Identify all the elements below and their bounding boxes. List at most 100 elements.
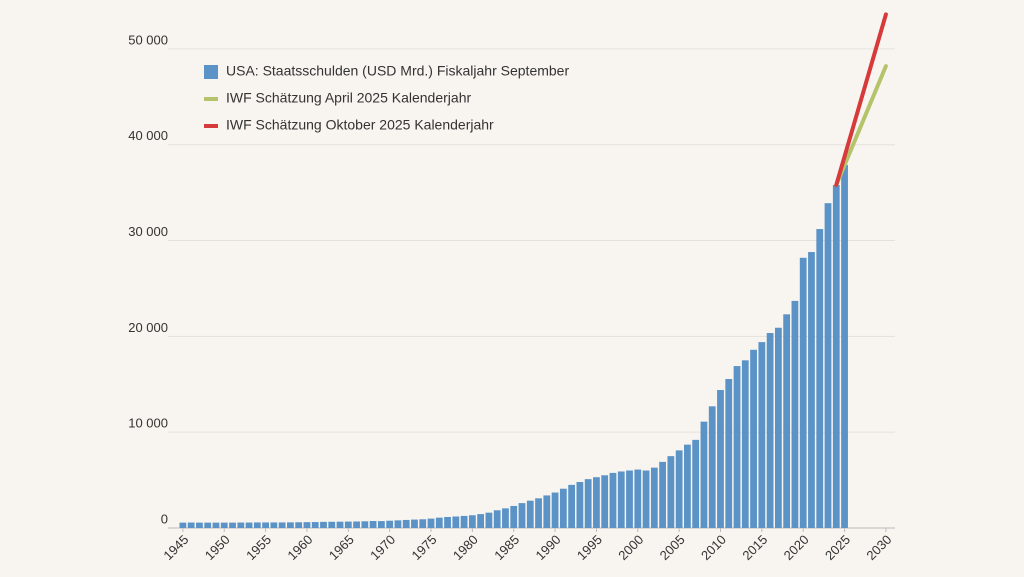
bar <box>758 342 766 528</box>
bar <box>485 512 493 528</box>
line <box>834 12 888 187</box>
bar <box>237 522 245 528</box>
y-tick-label: 50 000 <box>128 32 168 47</box>
bar <box>650 467 658 528</box>
bar <box>229 522 236 528</box>
bar <box>220 522 228 528</box>
bar <box>741 360 749 528</box>
bar <box>559 488 567 528</box>
line <box>834 64 888 187</box>
bar <box>386 520 394 528</box>
bar <box>725 379 733 528</box>
y-tick-label: 10 000 <box>128 416 168 431</box>
bar <box>783 314 791 528</box>
x-tick-label: 2025 <box>822 532 853 563</box>
bar <box>204 522 212 528</box>
bar <box>609 472 617 528</box>
bar <box>278 522 286 528</box>
bar <box>427 518 435 528</box>
bar <box>832 184 840 529</box>
bar <box>411 519 418 528</box>
bar <box>692 439 700 528</box>
legend-label: IWF Schätzung Oktober 2025 Kalenderjahr <box>226 117 494 133</box>
bar <box>369 521 377 528</box>
bar <box>270 522 278 528</box>
x-tick-label: 1970 <box>367 532 398 563</box>
bar <box>328 521 336 528</box>
bar <box>659 461 666 528</box>
bar <box>518 503 526 528</box>
bar <box>295 522 303 528</box>
bar <box>502 508 509 528</box>
bar <box>808 252 815 528</box>
bar <box>568 484 576 528</box>
bar <box>179 522 187 528</box>
x-tick-label: 2000 <box>615 532 646 563</box>
bar <box>634 469 642 528</box>
x-tick-label: 1960 <box>284 532 315 563</box>
x-tick-label: 1945 <box>160 532 191 563</box>
bar <box>799 257 807 528</box>
bar <box>353 521 360 528</box>
bar <box>287 522 294 528</box>
y-tick-label: 40 000 <box>128 128 168 143</box>
x-tick-label: 1950 <box>202 532 233 563</box>
bar <box>733 366 741 528</box>
bar <box>435 517 443 528</box>
bar <box>791 300 799 528</box>
x-tick-label: 2005 <box>657 532 688 563</box>
bar <box>262 522 269 528</box>
bar <box>642 470 650 528</box>
legend-label: USA: Staatsschulden (USD Mrd.) Fiskaljah… <box>226 63 569 79</box>
bar <box>196 522 203 528</box>
bar <box>187 522 195 528</box>
bar <box>626 470 633 528</box>
bar <box>344 521 352 528</box>
bar <box>841 164 848 528</box>
bar <box>708 406 716 528</box>
bar <box>816 229 824 528</box>
legend-label: IWF Schätzung April 2025 Kalenderjahr <box>226 90 471 106</box>
x-tick-label: 1985 <box>491 532 522 563</box>
bar <box>717 390 724 528</box>
bar <box>617 471 625 528</box>
bar <box>444 516 451 528</box>
bar <box>419 519 427 528</box>
bar <box>212 522 220 528</box>
y-tick-label: 0 <box>161 511 168 526</box>
x-tick-label: 1965 <box>326 532 357 563</box>
x-tick-label: 2030 <box>863 532 894 563</box>
x-tick-label: 2015 <box>739 532 770 563</box>
bar <box>526 500 534 528</box>
bar <box>452 516 460 528</box>
bar <box>311 522 319 528</box>
bar <box>493 510 501 528</box>
x-tick-label: 1980 <box>450 532 481 563</box>
bar <box>824 203 832 528</box>
bar <box>593 477 600 528</box>
bar <box>394 520 402 528</box>
bar <box>766 333 774 528</box>
bar <box>303 522 311 528</box>
bar <box>402 519 410 528</box>
bar <box>510 505 518 528</box>
bar <box>320 521 327 528</box>
bar <box>543 495 551 528</box>
bar <box>377 521 385 528</box>
y-tick-label: 20 000 <box>128 320 168 335</box>
bar <box>535 498 542 528</box>
bar <box>576 482 584 528</box>
bar <box>361 521 369 528</box>
bar <box>601 475 609 528</box>
bar <box>551 492 559 528</box>
bar <box>584 479 592 528</box>
bar <box>253 522 261 528</box>
legend-swatch <box>204 65 218 79</box>
bar <box>774 327 782 528</box>
y-tick-label: 30 000 <box>128 224 168 239</box>
x-tick-label: 1995 <box>574 532 605 563</box>
bar <box>477 514 485 528</box>
bar <box>460 515 468 528</box>
bar <box>468 515 476 528</box>
x-tick-label: 1990 <box>533 532 564 563</box>
